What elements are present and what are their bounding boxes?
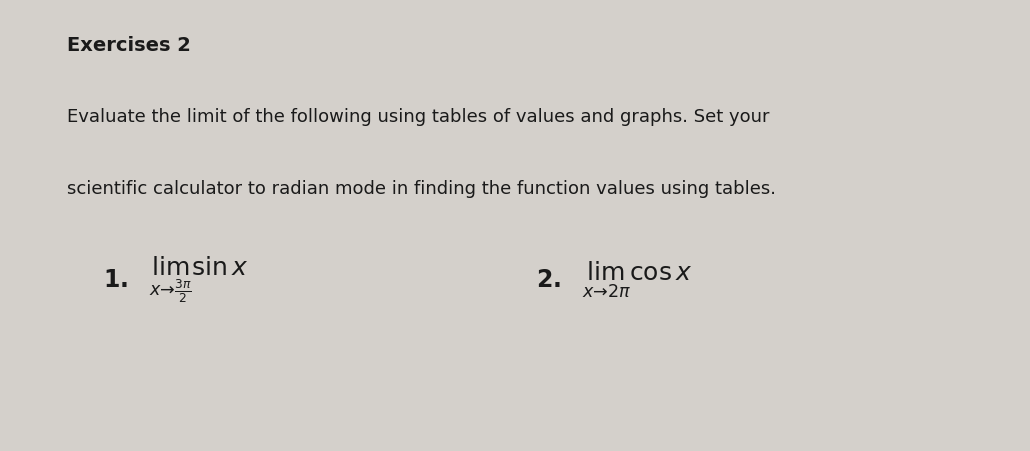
- Text: $\lim_{x \to \frac{3\pi}{2}} \sin x$: $\lim_{x \to \frac{3\pi}{2}} \sin x$: [149, 254, 249, 305]
- Text: $\lim_{x \to 2\pi} \cos x$: $\lim_{x \to 2\pi} \cos x$: [582, 259, 692, 300]
- Text: scientific calculator to radian mode in finding the function values using tables: scientific calculator to radian mode in …: [67, 180, 776, 198]
- Text: Exercises 2: Exercises 2: [67, 36, 191, 55]
- Text: $\mathbf{2.}$: $\mathbf{2.}$: [536, 267, 560, 292]
- Text: $\mathbf{1.}$: $\mathbf{1.}$: [103, 267, 128, 292]
- Text: Evaluate the limit of the following using tables of values and graphs. Set your: Evaluate the limit of the following usin…: [67, 108, 769, 126]
